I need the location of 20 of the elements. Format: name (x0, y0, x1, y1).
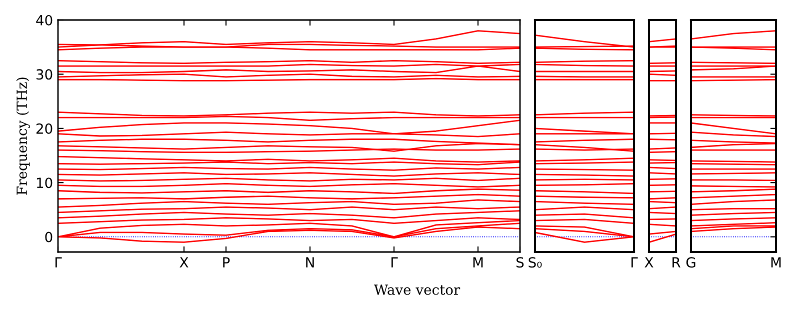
x-tick-label: P (223, 257, 230, 268)
x-tick-label: M (771, 257, 781, 268)
x-tick-label: Γ (391, 257, 398, 268)
y-tick-label: 10 (36, 178, 52, 188)
x-axis-title: Wave vector (374, 284, 460, 295)
x-tick-label: X (180, 257, 188, 268)
y-tick-label: 40 (36, 14, 52, 26)
x-tick-label: M (473, 257, 483, 268)
y-tick-label: 30 (36, 69, 52, 80)
x-tick-label: X (644, 257, 654, 268)
x-tick-label: Γ (631, 257, 638, 268)
y-tick-label: 0 (45, 232, 52, 242)
y-axis-title: Frequency (THz) (16, 78, 30, 195)
y-tick-label: 20 (36, 123, 52, 134)
x-tick-label: S₀ (528, 257, 542, 268)
x-tick-label: Γ (55, 257, 62, 268)
x-tick-label: S (516, 257, 524, 268)
x-tick-label: R (672, 257, 680, 268)
x-tick-label: G (686, 257, 696, 268)
x-tick-label: N (306, 257, 314, 268)
